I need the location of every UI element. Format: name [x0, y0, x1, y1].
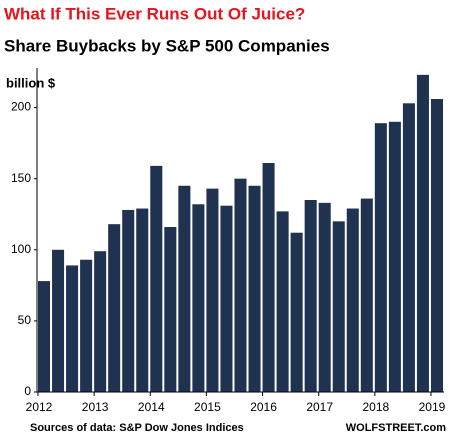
bar: [206, 188, 219, 392]
x-tick-label: 2018: [362, 400, 389, 414]
x-tick-label: 2013: [82, 400, 109, 414]
bar: [38, 281, 51, 392]
bar: [346, 208, 359, 392]
bar: [416, 74, 429, 392]
bar: [290, 232, 303, 392]
x-tick-label: 2015: [194, 400, 221, 414]
x-tick-label: 2014: [138, 400, 165, 414]
bar: [220, 205, 233, 392]
bar: [94, 251, 107, 392]
bar: [108, 224, 121, 392]
bar: [332, 221, 345, 392]
bar: [360, 198, 373, 392]
bar: [374, 123, 387, 392]
x-tick-label: 2017: [306, 400, 333, 414]
bar: [52, 249, 65, 392]
bar: [80, 259, 93, 392]
y-tick-label: 100: [11, 242, 31, 256]
y-tick-label: 200: [11, 100, 31, 114]
bar: [430, 99, 443, 393]
x-tick-label: 2019: [419, 400, 446, 414]
y-axis-label: billion $: [6, 75, 56, 90]
bar: [248, 185, 261, 392]
chart-title: What If This Ever Runs Out Of Juice?: [4, 4, 305, 23]
chart-subtitle: Share Buybacks by S&P 500 Companies: [4, 36, 330, 55]
bar: [318, 202, 331, 392]
bar: [178, 185, 191, 392]
x-tick-label: 2012: [26, 400, 53, 414]
bar: [136, 208, 149, 392]
bar: [122, 209, 135, 392]
bar: [402, 103, 415, 393]
bar: [262, 163, 275, 392]
bar: [276, 211, 289, 392]
bar: [164, 227, 177, 392]
bar: [192, 204, 205, 392]
bar: [388, 121, 401, 393]
bar: [304, 200, 317, 392]
bar: [234, 178, 247, 392]
y-tick-label: 0: [24, 384, 31, 398]
bar: [150, 165, 163, 392]
bar: [66, 265, 79, 392]
credit: WOLFSTREET.com: [346, 422, 446, 434]
y-tick-label: 50: [18, 313, 32, 327]
source: Sources of data: S&P Dow Jones Indices: [30, 422, 244, 434]
x-tick-label: 2016: [250, 400, 277, 414]
y-tick-label: 150: [11, 171, 31, 185]
